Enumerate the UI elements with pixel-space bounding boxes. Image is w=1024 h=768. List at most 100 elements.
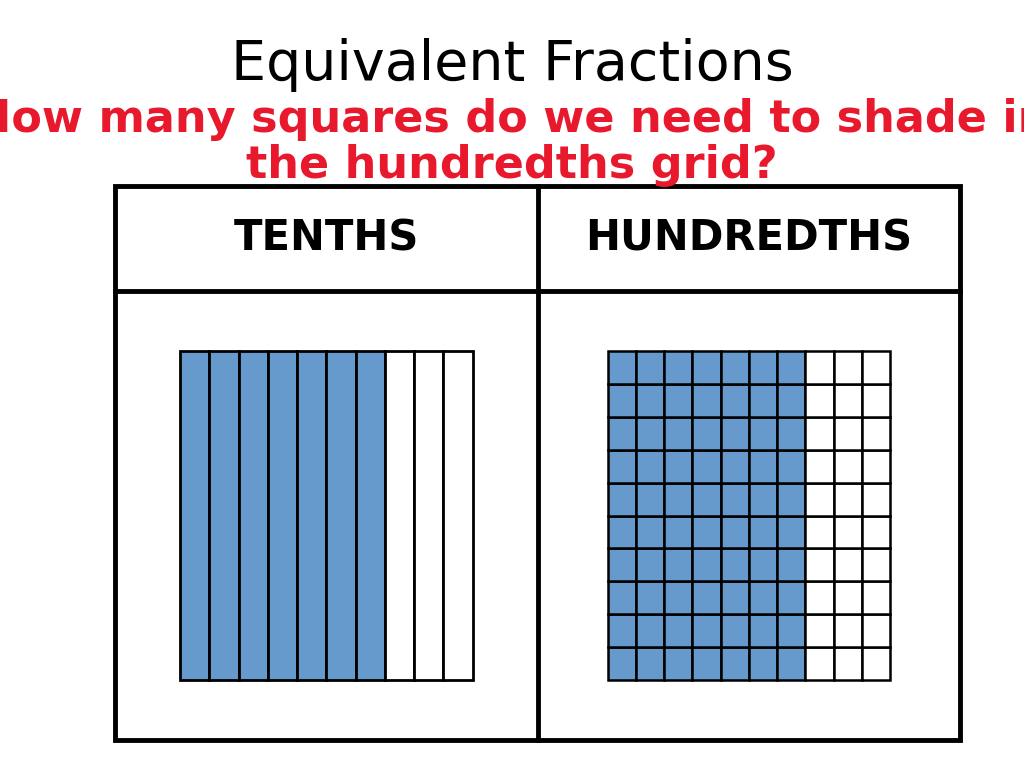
Bar [721,384,749,417]
Bar [607,581,636,614]
Bar [805,351,834,384]
Bar [664,450,692,482]
Bar [664,581,692,614]
Bar [834,482,862,515]
Bar [777,417,805,450]
Bar [777,482,805,515]
Bar [692,417,721,450]
Bar [749,614,777,647]
Bar [692,351,721,384]
Bar [664,482,692,515]
Bar [607,614,636,647]
Bar [834,614,862,647]
Bar [862,417,890,450]
Bar [692,581,721,614]
Bar [834,450,862,482]
Bar [721,351,749,384]
Bar [862,351,890,384]
Bar [115,186,961,740]
Bar [834,581,862,614]
Bar [636,548,664,581]
Bar [862,581,890,614]
Bar [862,515,890,548]
Bar [749,417,777,450]
Bar [664,417,692,450]
Text: How many squares do we need to shade in: How many squares do we need to shade in [0,98,1024,141]
Bar [607,647,636,680]
Bar [777,548,805,581]
Bar [749,548,777,581]
Bar [777,450,805,482]
Text: TENTHS: TENTHS [233,217,419,260]
Bar [692,450,721,482]
Bar [749,647,777,680]
Bar [721,482,749,515]
Bar [721,548,749,581]
Bar [607,482,636,515]
Bar [664,351,692,384]
Bar [749,515,777,548]
Bar [385,351,414,680]
Bar [834,515,862,548]
Bar [636,384,664,417]
Bar [721,515,749,548]
Bar [749,351,777,384]
Bar [180,351,209,680]
Bar [721,647,749,680]
Bar [692,614,721,647]
Bar [355,351,385,680]
Bar [777,647,805,680]
Bar [664,614,692,647]
Bar [607,417,636,450]
Bar [664,647,692,680]
Bar [805,647,834,680]
Bar [862,548,890,581]
Bar [239,351,267,680]
Bar [636,482,664,515]
Bar [636,647,664,680]
Bar [636,614,664,647]
Bar [834,417,862,450]
Bar [664,548,692,581]
Bar [721,450,749,482]
Bar [607,515,636,548]
Bar [777,614,805,647]
Bar [607,450,636,482]
Bar [749,482,777,515]
Bar [636,417,664,450]
Bar [209,351,239,680]
Bar [805,384,834,417]
Bar [607,384,636,417]
Bar [692,482,721,515]
Bar [862,384,890,417]
Bar [862,450,890,482]
Bar [805,515,834,548]
Bar [636,450,664,482]
Bar [834,647,862,680]
Bar [777,351,805,384]
Bar [805,482,834,515]
Text: Equivalent Fractions: Equivalent Fractions [230,38,794,92]
Bar [267,351,297,680]
Bar [327,351,355,680]
Bar [749,384,777,417]
Bar [297,351,327,680]
Bar [443,351,472,680]
Bar [805,614,834,647]
Bar [749,450,777,482]
Text: HUNDREDTHS: HUNDREDTHS [585,217,912,260]
Bar [692,515,721,548]
Bar [636,351,664,384]
Bar [805,450,834,482]
Bar [834,384,862,417]
Bar [692,647,721,680]
Bar [636,515,664,548]
Bar [414,351,443,680]
Bar [862,647,890,680]
Text: the hundredths grid?: the hundredths grid? [246,144,778,187]
Bar [721,417,749,450]
Bar [692,384,721,417]
Bar [834,548,862,581]
Bar [862,614,890,647]
Bar [664,384,692,417]
